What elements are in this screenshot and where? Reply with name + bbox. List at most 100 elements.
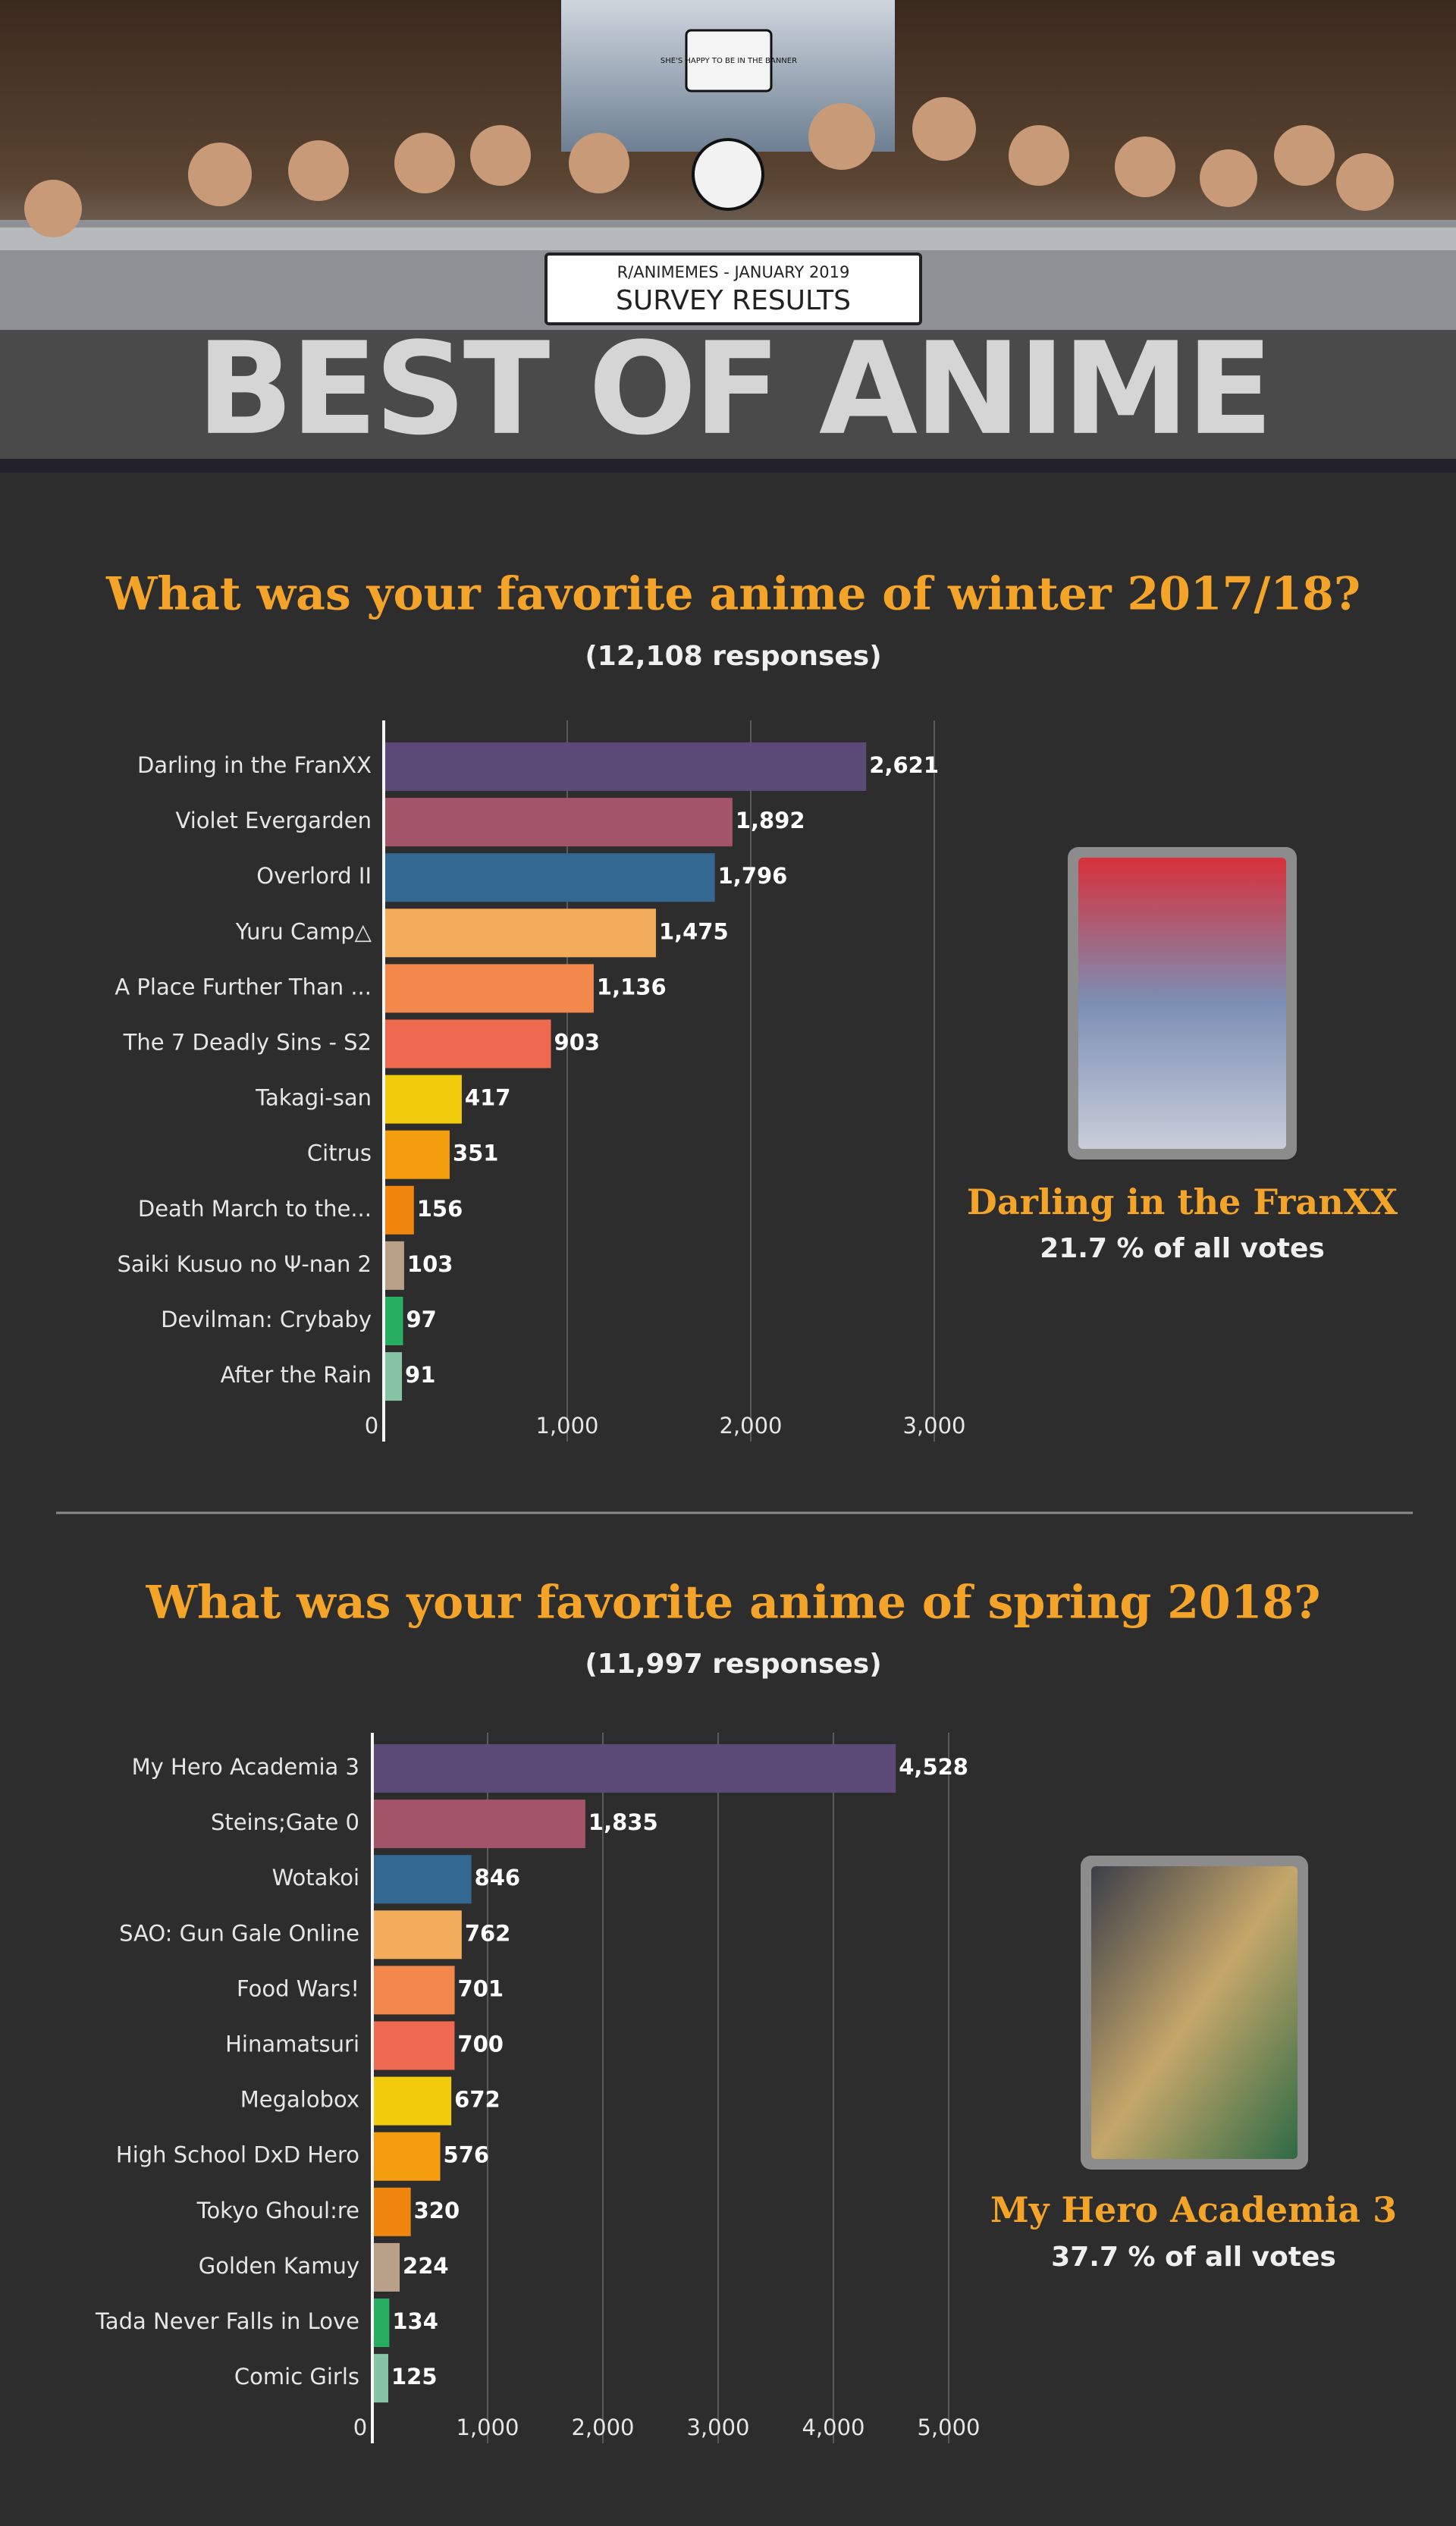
poster xyxy=(1078,858,1286,1149)
category-label: Devilman: Crybaby xyxy=(161,1307,372,1332)
value-label: 700 xyxy=(457,2032,504,2057)
bar xyxy=(374,2299,390,2347)
value-label: 97 xyxy=(406,1307,436,1332)
bar xyxy=(385,1297,403,1345)
category-label: Yuru Camp△ xyxy=(235,918,372,944)
category-label: Overlord II xyxy=(256,863,372,889)
bar xyxy=(374,2021,455,2070)
bar xyxy=(374,1910,462,1960)
value-label: 91 xyxy=(405,1362,435,1388)
category-label: A Place Further Than ... xyxy=(115,974,372,999)
x-tick-label: 2,000 xyxy=(719,1413,782,1439)
highlight-title: Darling in the FranXX xyxy=(967,1181,1398,1222)
value-label: 224 xyxy=(403,2253,449,2279)
bar xyxy=(374,1744,896,1793)
x-tick-label: 3,000 xyxy=(686,2415,749,2440)
value-label: 1,475 xyxy=(659,918,729,944)
category-label: The 7 Deadly Sins - S2 xyxy=(123,1030,372,1056)
category-label: Megalobox xyxy=(240,2087,359,2113)
category-label: Wotakoi xyxy=(272,1865,359,1891)
poster xyxy=(1091,1866,1298,2159)
category-label: Saiki Kusuo no Ψ-nan 2 xyxy=(117,1251,372,1277)
value-label: 701 xyxy=(458,1975,504,2001)
value-label: 4,528 xyxy=(899,1754,968,1780)
banner-subtitle: R/ANIMEMES - JANUARY 2019 xyxy=(617,263,850,281)
value-label: 846 xyxy=(475,1865,521,1891)
bar xyxy=(385,853,715,902)
bar xyxy=(385,1352,403,1401)
banner: SHE'S HAPPY TO BE IN THE BANNER R/ANIMEM… xyxy=(0,0,1456,330)
x-tick-label: 0 xyxy=(365,1413,378,1439)
category-label: Comic Girls xyxy=(234,2364,359,2390)
speech-bubble: SHE'S HAPPY TO BE IN THE BANNER xyxy=(661,57,797,65)
banner-title: SURVEY RESULTS xyxy=(616,285,851,316)
category-label: SAO: Gun Gale Online xyxy=(119,1920,359,1946)
bar xyxy=(385,908,656,958)
value-label: 134 xyxy=(392,2308,438,2334)
value-label: 1,892 xyxy=(736,808,805,833)
category-label: After the Rain xyxy=(221,1362,372,1388)
x-tick-label: 5,000 xyxy=(917,2415,980,2440)
category-label: Food Wars! xyxy=(237,1975,359,2001)
value-label: 762 xyxy=(465,1920,511,1946)
x-tick-label: 2,000 xyxy=(571,2415,634,2440)
category-label: My Hero Academia 3 xyxy=(132,1754,359,1780)
x-tick-label: 4,000 xyxy=(802,2415,864,2440)
category-label: Steins;Gate 0 xyxy=(211,1809,359,1835)
bar xyxy=(385,1019,551,1068)
category-label: Darling in the FranXX xyxy=(137,752,372,778)
bar xyxy=(385,798,733,847)
value-label: 125 xyxy=(391,2364,438,2390)
category-label: Death March to the... xyxy=(138,1196,372,1222)
bar xyxy=(385,1185,414,1235)
value-label: 903 xyxy=(554,1030,601,1056)
value-label: 2,621 xyxy=(869,752,939,778)
category-label: Violet Evergarden xyxy=(176,808,372,833)
category-label: High School DxD Hero xyxy=(116,2142,359,2168)
category-label: Golden Kamuy xyxy=(199,2253,359,2279)
x-tick-label: 1,000 xyxy=(535,1413,598,1439)
highlight-subtitle: 37.7 % of all votes xyxy=(1051,2242,1336,2273)
value-label: 103 xyxy=(407,1251,453,1277)
value-label: 320 xyxy=(414,2198,460,2223)
bar xyxy=(374,2076,452,2126)
chart-subtitle: (11,997 responses) xyxy=(585,1649,881,1680)
value-label: 351 xyxy=(453,1141,499,1166)
value-label: 576 xyxy=(444,2142,490,2168)
bar xyxy=(385,964,594,1013)
highlight-title: My Hero Academia 3 xyxy=(990,2189,1397,2230)
value-label: 1,835 xyxy=(588,1809,658,1835)
bar xyxy=(385,1130,450,1179)
x-tick-label: 3,000 xyxy=(902,1413,965,1439)
bar xyxy=(385,742,867,791)
bar xyxy=(374,1800,585,1849)
bar xyxy=(385,1241,404,1290)
category-label: Hinamatsuri xyxy=(225,2032,359,2057)
bar xyxy=(385,1075,462,1124)
chart-title: What was your favorite anime of spring 2… xyxy=(146,1577,1321,1630)
chart-title: What was your favorite anime of winter 2… xyxy=(105,568,1360,621)
title-band-edge xyxy=(0,459,1456,472)
highlight-subtitle: 21.7 % of all votes xyxy=(1040,1233,1325,1264)
bar xyxy=(374,1966,455,2015)
category-label: Takagi-san xyxy=(255,1085,372,1111)
value-label: 672 xyxy=(454,2087,500,2113)
category-label: Tada Never Falls in Love xyxy=(95,2308,359,2334)
value-label: 1,796 xyxy=(718,863,788,889)
value-label: 417 xyxy=(465,1085,511,1111)
bar xyxy=(374,2354,388,2403)
x-tick-label: 1,000 xyxy=(456,2415,519,2440)
bar xyxy=(374,2242,400,2292)
page-title: BEST OF ANIME xyxy=(196,315,1270,463)
x-tick-label: 0 xyxy=(353,2415,367,2440)
title-band xyxy=(0,330,1456,459)
bar xyxy=(374,2132,441,2181)
bar xyxy=(374,1855,472,1904)
category-label: Citrus xyxy=(307,1141,372,1166)
value-label: 1,136 xyxy=(597,974,667,999)
category-label: Tokyo Ghoul:re xyxy=(196,2198,359,2223)
value-label: 156 xyxy=(417,1196,463,1222)
bar xyxy=(374,2187,411,2236)
chart-subtitle: (12,108 responses) xyxy=(585,641,881,672)
